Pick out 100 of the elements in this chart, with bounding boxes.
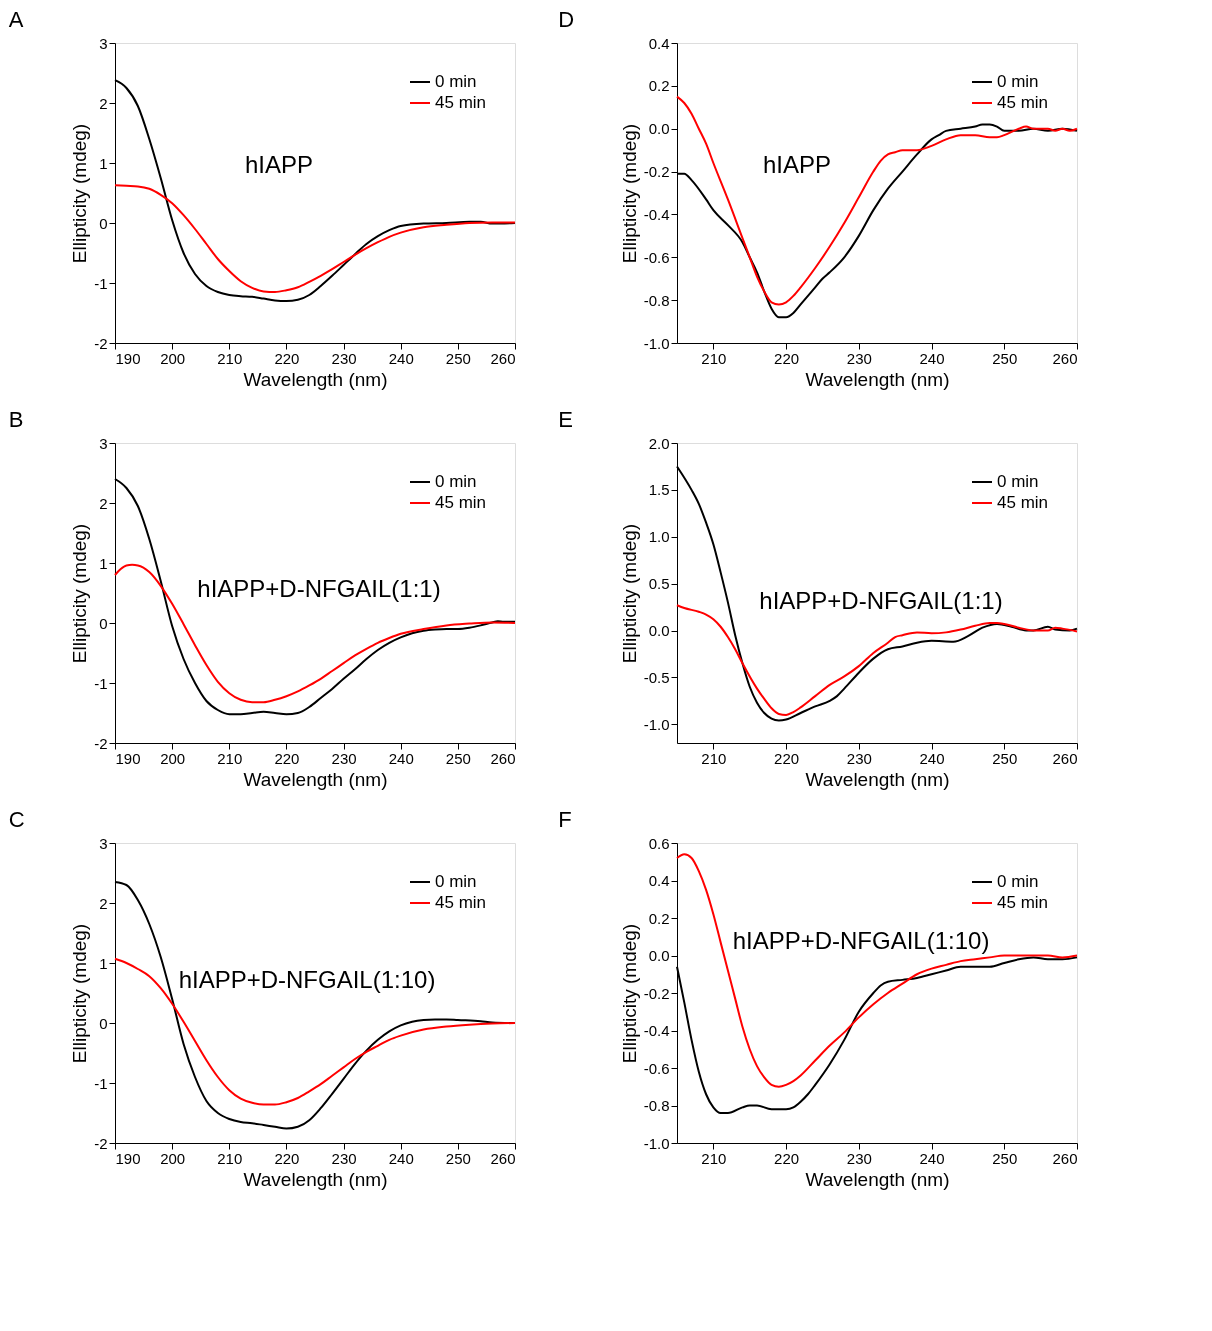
x-tick-label: 210	[701, 1149, 727, 1167]
x-tick-label: 260	[1052, 1149, 1078, 1167]
x-tick-label: 190	[115, 1149, 141, 1167]
x-tick-label: 200	[160, 1149, 186, 1167]
y-tick-label: 1	[99, 554, 108, 572]
y-axis-title: Ellipticity (mdeg)	[69, 523, 91, 664]
line-series	[676, 95, 1078, 306]
x-tick-label: 260	[490, 1149, 516, 1167]
x-tick-label: 220	[774, 749, 800, 767]
y-tick-label: 3	[99, 34, 108, 52]
y-tick-label: -0.5	[643, 668, 670, 686]
x-tick-label: 210	[217, 1149, 243, 1167]
x-axis-title: Wavelength (nm)	[805, 1168, 950, 1190]
y-tick-label: -0.4	[643, 205, 670, 223]
x-tick-label: 230	[846, 1149, 872, 1167]
x-tick-label: 210	[217, 349, 243, 367]
y-tick-label: 0.4	[648, 872, 670, 889]
y-tick-label: 1	[99, 154, 108, 172]
y-tick-label: -1.0	[643, 1134, 670, 1152]
y-tick-label: 0.0	[648, 947, 670, 964]
x-tick-label: 260	[1052, 349, 1078, 367]
y-tick-label: -0.8	[643, 291, 670, 309]
y-tick-label: -0.8	[643, 1097, 670, 1114]
y-tick-label: -2	[94, 1134, 108, 1152]
y-tick-label: 1.5	[648, 481, 670, 499]
legend-label: 45 min	[435, 893, 487, 912]
x-tick-label: 230	[331, 1149, 357, 1167]
y-tick-label: 3	[99, 834, 108, 852]
y-tick-label: 2	[99, 94, 108, 112]
x-tick-label: 250	[445, 349, 471, 367]
x-tick-label: 230	[846, 749, 872, 767]
y-tick-label: 0.2	[648, 909, 670, 927]
y-tick-label: -0.4	[643, 1022, 670, 1039]
x-tick-label: 240	[388, 749, 414, 767]
legend-label: 45 min	[997, 493, 1049, 512]
y-tick-label: -1	[94, 274, 108, 292]
legend-label: 0 min	[997, 72, 1039, 91]
legend-label: 45 min	[997, 893, 1049, 912]
legend-label: 0 min	[435, 872, 477, 891]
y-tick-label: -1.0	[643, 334, 670, 352]
annotation: hIAPP	[244, 151, 314, 178]
x-tick-label: 250	[992, 1149, 1018, 1167]
x-tick-label: 250	[992, 349, 1018, 367]
y-tick-label: -2	[94, 334, 108, 352]
y-tick-label: 0	[99, 1014, 108, 1032]
x-tick-label: 190	[115, 349, 141, 367]
y-tick-label: -0.6	[643, 1059, 670, 1077]
x-axis-title: Wavelength (nm)	[243, 368, 388, 390]
x-tick-label: 220	[274, 1149, 300, 1167]
chart-title: C	[8, 807, 25, 832]
x-tick-label: 240	[388, 349, 414, 367]
y-tick-label: 0	[99, 214, 108, 232]
y-tick-label: -1	[94, 1074, 108, 1092]
x-tick-label: 260	[490, 749, 516, 767]
y-axis-title: Ellipticity (mdeg)	[69, 123, 91, 264]
legend-label: 45 min	[997, 93, 1049, 112]
x-tick-label: 250	[445, 749, 471, 767]
x-tick-label: 260	[490, 349, 516, 367]
y-tick-label: 0.6	[648, 834, 670, 852]
y-axis-title: Ellipticity (mdeg)	[69, 923, 91, 1064]
x-axis-title: Wavelength (nm)	[243, 768, 388, 790]
chart-title: F	[558, 807, 572, 832]
legend-label: 0 min	[997, 472, 1039, 491]
y-tick-label: 2	[99, 894, 108, 912]
y-tick-label: -0.2	[643, 163, 670, 181]
x-tick-label: 190	[115, 749, 141, 767]
chart-title: E	[558, 407, 573, 432]
x-tick-label: 240	[919, 749, 945, 767]
line-series	[114, 563, 516, 704]
x-tick-label: 210	[217, 749, 243, 767]
annotation: hIAPP+D-NFGAIL(1:1)	[759, 587, 1003, 614]
annotation: hIAPP+D-NFGAIL(1:10)	[732, 927, 990, 954]
line-series	[114, 957, 516, 1106]
y-tick-label: 0.0	[648, 120, 670, 138]
x-tick-label: 250	[445, 1149, 471, 1167]
legend-label: 45 min	[435, 493, 487, 512]
y-tick-label: 0.2	[648, 77, 670, 95]
annotation: hIAPP+D-NFGAIL(1:1)	[197, 575, 441, 602]
y-tick-label: 1	[99, 954, 108, 972]
x-tick-label: 200	[160, 749, 186, 767]
x-tick-label: 200	[160, 349, 186, 367]
legend-label: 0 min	[435, 72, 477, 91]
y-tick-label: 2	[99, 494, 108, 512]
line-series	[676, 853, 1078, 1088]
y-tick-label: 0.0	[648, 622, 670, 639]
line-series	[114, 184, 516, 293]
y-axis-title: Ellipticity (mdeg)	[618, 923, 640, 1064]
chart-title: A	[8, 7, 24, 32]
legend-label: 0 min	[435, 472, 477, 491]
x-tick-label: 260	[1052, 749, 1078, 767]
chart-title: B	[8, 407, 24, 432]
y-tick-label: -1	[94, 674, 108, 692]
x-tick-label: 230	[331, 749, 357, 767]
y-tick-label: 2.0	[648, 434, 670, 452]
x-axis-title: Wavelength (nm)	[805, 768, 950, 790]
x-tick-label: 220	[274, 349, 300, 367]
x-axis-title: Wavelength (nm)	[805, 368, 950, 390]
annotation: hIAPP	[762, 151, 832, 178]
x-tick-label: 240	[919, 1149, 945, 1167]
chart-title: D	[558, 7, 575, 32]
